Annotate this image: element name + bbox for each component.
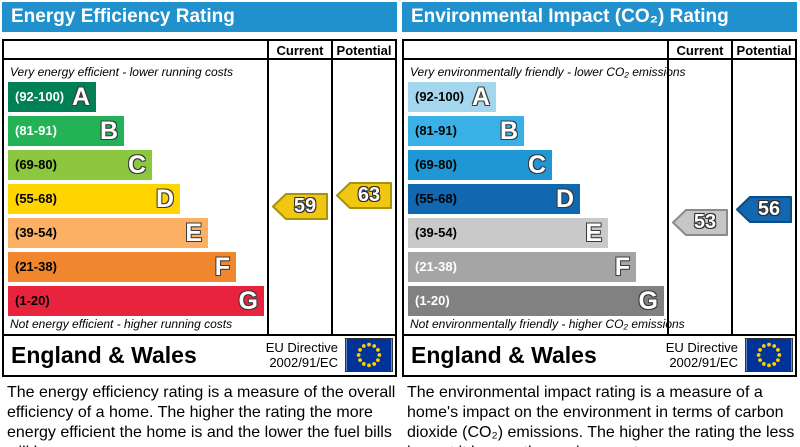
band-c: (69-80) C [8, 150, 152, 180]
band-letter: A [71, 83, 90, 111]
band-a: (92-100) A [408, 82, 496, 112]
column-divider [331, 41, 333, 334]
band-b: (81-91) B [8, 116, 124, 146]
band-range: (55-68) [415, 191, 457, 206]
band-letter: C [127, 151, 146, 179]
band-e: (39-54) E [408, 218, 608, 248]
co2-title-bar: Environmental Impact (CO₂) Rating [402, 2, 797, 32]
eu-directive-label: EU Directive 2002/91/EC [666, 340, 738, 370]
band-letter: E [185, 219, 202, 247]
potential-rating-arrow: 56 [736, 196, 792, 223]
band-range: (1-20) [415, 293, 450, 308]
band-range: (92-100) [415, 89, 465, 104]
band-f: (21-38) F [408, 252, 636, 282]
energy-rating-table: Current Potential Very energy efficient … [2, 39, 397, 377]
band-range: (81-91) [415, 123, 457, 138]
band-a: (92-100) A [8, 82, 96, 112]
potential-rating-value: 56 [757, 198, 781, 220]
eu-directive-label: EU Directive 2002/91/EC [266, 340, 338, 370]
band-f: (21-38) F [8, 252, 236, 282]
left-arrow-icon [672, 209, 728, 236]
current-rating-arrow: 53 [672, 209, 728, 236]
potential-column-header: Potential [336, 43, 392, 58]
current-column-header: Current [676, 43, 724, 58]
eu-flag-icon [745, 338, 793, 372]
band-range: (21-38) [15, 259, 57, 274]
potential-rating-value: 63 [357, 184, 381, 206]
band-letter: F [614, 253, 630, 281]
left-arrow-icon [736, 196, 792, 223]
energy-chart-body: Very energy efficient - lower running co… [4, 62, 395, 334]
band-range: (92-100) [15, 89, 65, 104]
band-letter: D [155, 185, 174, 213]
co2-title: Environmental Impact (CO₂) Rating [411, 6, 729, 27]
column-divider [667, 41, 669, 334]
band-letter: C [527, 151, 546, 179]
column-divider [731, 41, 733, 334]
region-label: England & Wales [11, 342, 197, 368]
bottom-caption: Not energy efficient - higher running co… [10, 317, 233, 331]
band-range: (69-80) [415, 157, 457, 172]
band-range: (1-20) [15, 293, 50, 308]
bottom-caption: Not environmentally friendly - higher CO… [410, 317, 685, 331]
band-b: (81-91) B [408, 116, 524, 146]
band-g: (1-20) G [8, 286, 264, 316]
band-letter: E [585, 219, 602, 247]
left-arrow-icon [272, 193, 328, 220]
table-footer: England & Wales EU Directive 2002/91/EC [404, 334, 795, 375]
band-range: (55-68) [15, 191, 57, 206]
band-range: (81-91) [15, 123, 57, 138]
band-d: (55-68) D [408, 184, 580, 214]
table-footer: England & Wales EU Directive 2002/91/EC [4, 334, 395, 375]
current-rating-arrow: 59 [272, 193, 328, 220]
band-range: (39-54) [415, 225, 457, 240]
band-letter: D [555, 185, 574, 213]
environmental-impact-panel: Environmental Impact (CO₂) Rating Curren… [402, 2, 797, 447]
band-letter: G [238, 287, 258, 315]
top-caption: Very energy efficient - lower running co… [10, 65, 233, 79]
potential-column-header: Potential [736, 43, 792, 58]
energy-description: The energy efficiency rating is a measur… [7, 384, 396, 447]
eu-flag-icon [345, 338, 393, 372]
band-letter: B [499, 117, 518, 145]
band-c: (69-80) C [408, 150, 552, 180]
column-header-row: Current Potential [4, 41, 395, 60]
left-arrow-icon [336, 182, 392, 209]
energy-title: Energy Efficiency Rating [11, 6, 235, 27]
band-range: (21-38) [415, 259, 457, 274]
band-g: (1-20) G [408, 286, 664, 316]
column-divider [267, 41, 269, 334]
current-rating-value: 59 [293, 195, 317, 217]
band-letter: F [214, 253, 230, 281]
band-letter: A [471, 83, 490, 111]
region-label: England & Wales [411, 342, 597, 368]
co2-chart-body: Very environmentally friendly - lower CO… [404, 62, 795, 334]
eu-directive-line1: EU Directive [265, 340, 338, 355]
eu-directive-line1: EU Directive [665, 340, 738, 355]
co2-rating-table: Current Potential Very environmentally f… [402, 39, 797, 377]
current-rating-value: 53 [693, 211, 717, 233]
energy-efficiency-panel: Energy Efficiency Rating Current Potenti… [2, 2, 397, 447]
current-column-header: Current [276, 43, 324, 58]
band-range: (39-54) [15, 225, 57, 240]
band-letter: B [99, 117, 118, 145]
band-range: (69-80) [15, 157, 57, 172]
eu-directive-line2: 2002/91/EC [669, 355, 738, 370]
potential-rating-arrow: 63 [336, 182, 392, 209]
band-letter: G [638, 287, 658, 315]
co2-description: The environmental impact rating is a mea… [407, 384, 795, 447]
column-header-row: Current Potential [404, 41, 795, 60]
energy-title-bar: Energy Efficiency Rating [2, 2, 397, 32]
eu-directive-line2: 2002/91/EC [269, 355, 338, 370]
top-caption: Very environmentally friendly - lower CO… [410, 65, 686, 79]
band-e: (39-54) E [8, 218, 208, 248]
band-d: (55-68) D [8, 184, 180, 214]
